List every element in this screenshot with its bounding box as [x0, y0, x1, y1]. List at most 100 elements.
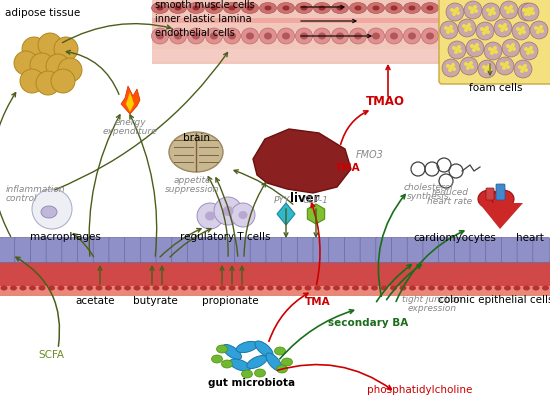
Circle shape [38, 34, 62, 58]
Ellipse shape [336, 34, 344, 40]
Ellipse shape [516, 6, 524, 11]
Circle shape [486, 31, 490, 35]
Circle shape [470, 11, 474, 15]
Circle shape [458, 50, 462, 54]
Ellipse shape [419, 286, 426, 291]
Text: cardiomyocytes: cardiomyocytes [414, 232, 497, 243]
Circle shape [444, 27, 448, 31]
Ellipse shape [514, 286, 520, 291]
Circle shape [494, 20, 512, 38]
Circle shape [504, 7, 508, 11]
Circle shape [528, 10, 532, 14]
Ellipse shape [437, 286, 444, 291]
Circle shape [451, 64, 455, 68]
Circle shape [470, 45, 474, 49]
Circle shape [469, 62, 473, 66]
Circle shape [467, 24, 471, 28]
Circle shape [486, 9, 490, 13]
Ellipse shape [409, 286, 416, 291]
Circle shape [502, 40, 520, 58]
Ellipse shape [274, 347, 285, 355]
Circle shape [473, 46, 477, 50]
Text: reduced: reduced [432, 188, 469, 196]
Circle shape [32, 190, 72, 230]
Ellipse shape [466, 286, 473, 291]
Ellipse shape [480, 34, 488, 40]
Circle shape [460, 58, 478, 76]
Circle shape [520, 70, 524, 74]
Ellipse shape [257, 286, 264, 291]
Circle shape [524, 69, 528, 73]
Ellipse shape [217, 345, 228, 353]
Ellipse shape [323, 286, 331, 291]
Ellipse shape [265, 6, 272, 11]
Text: expression: expression [408, 303, 456, 312]
Ellipse shape [352, 286, 359, 291]
Ellipse shape [404, 29, 421, 45]
Circle shape [484, 43, 502, 61]
Circle shape [450, 30, 454, 34]
Circle shape [511, 44, 515, 48]
Ellipse shape [428, 286, 435, 291]
Ellipse shape [260, 29, 277, 45]
Ellipse shape [498, 6, 505, 11]
Ellipse shape [96, 286, 102, 291]
Ellipse shape [205, 212, 215, 221]
Circle shape [502, 67, 506, 71]
Text: TMA: TMA [335, 162, 361, 173]
FancyBboxPatch shape [156, 238, 173, 263]
Text: heart rate: heart rate [427, 196, 472, 205]
Circle shape [46, 55, 70, 79]
Circle shape [518, 66, 522, 70]
Ellipse shape [39, 286, 46, 291]
Circle shape [500, 29, 504, 33]
FancyBboxPatch shape [439, 0, 550, 85]
Circle shape [491, 49, 495, 53]
Polygon shape [307, 205, 324, 224]
Circle shape [453, 10, 457, 14]
Circle shape [518, 32, 522, 36]
Circle shape [488, 13, 492, 17]
FancyBboxPatch shape [266, 238, 283, 263]
Ellipse shape [10, 286, 17, 291]
Ellipse shape [134, 286, 140, 291]
Ellipse shape [241, 370, 252, 378]
Circle shape [466, 67, 470, 71]
Ellipse shape [266, 353, 282, 371]
Ellipse shape [29, 286, 36, 291]
FancyBboxPatch shape [0, 238, 16, 263]
FancyBboxPatch shape [407, 238, 424, 263]
Ellipse shape [386, 4, 403, 15]
Circle shape [482, 66, 486, 70]
Circle shape [520, 43, 538, 61]
Ellipse shape [399, 286, 406, 291]
Text: expenditure: expenditure [103, 127, 157, 136]
Ellipse shape [143, 286, 150, 291]
Text: foam cells: foam cells [469, 83, 522, 93]
Ellipse shape [157, 6, 163, 11]
Circle shape [14, 52, 38, 76]
Circle shape [521, 4, 539, 22]
Ellipse shape [535, 6, 542, 11]
Text: regulatory T cells: regulatory T cells [180, 231, 271, 241]
Circle shape [503, 64, 507, 68]
Ellipse shape [355, 6, 361, 11]
Circle shape [493, 47, 497, 51]
Text: adipose tissue: adipose tissue [5, 8, 80, 18]
Ellipse shape [282, 358, 293, 366]
Text: suppression: suppression [165, 185, 219, 194]
Ellipse shape [223, 4, 240, 15]
Circle shape [20, 70, 44, 94]
Ellipse shape [152, 286, 160, 291]
Circle shape [449, 26, 453, 30]
Circle shape [446, 65, 450, 69]
Polygon shape [253, 130, 351, 194]
Text: acetate: acetate [75, 295, 115, 305]
Ellipse shape [314, 286, 321, 291]
Ellipse shape [105, 286, 112, 291]
FancyBboxPatch shape [30, 238, 47, 263]
Ellipse shape [476, 4, 492, 15]
FancyBboxPatch shape [62, 238, 79, 263]
Circle shape [505, 62, 509, 66]
Circle shape [452, 13, 456, 17]
